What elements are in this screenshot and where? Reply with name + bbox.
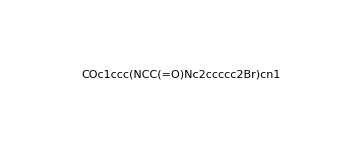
Text: COc1ccc(NCC(=O)Nc2ccccc2Br)cn1: COc1ccc(NCC(=O)Nc2ccccc2Br)cn1 — [81, 69, 281, 79]
